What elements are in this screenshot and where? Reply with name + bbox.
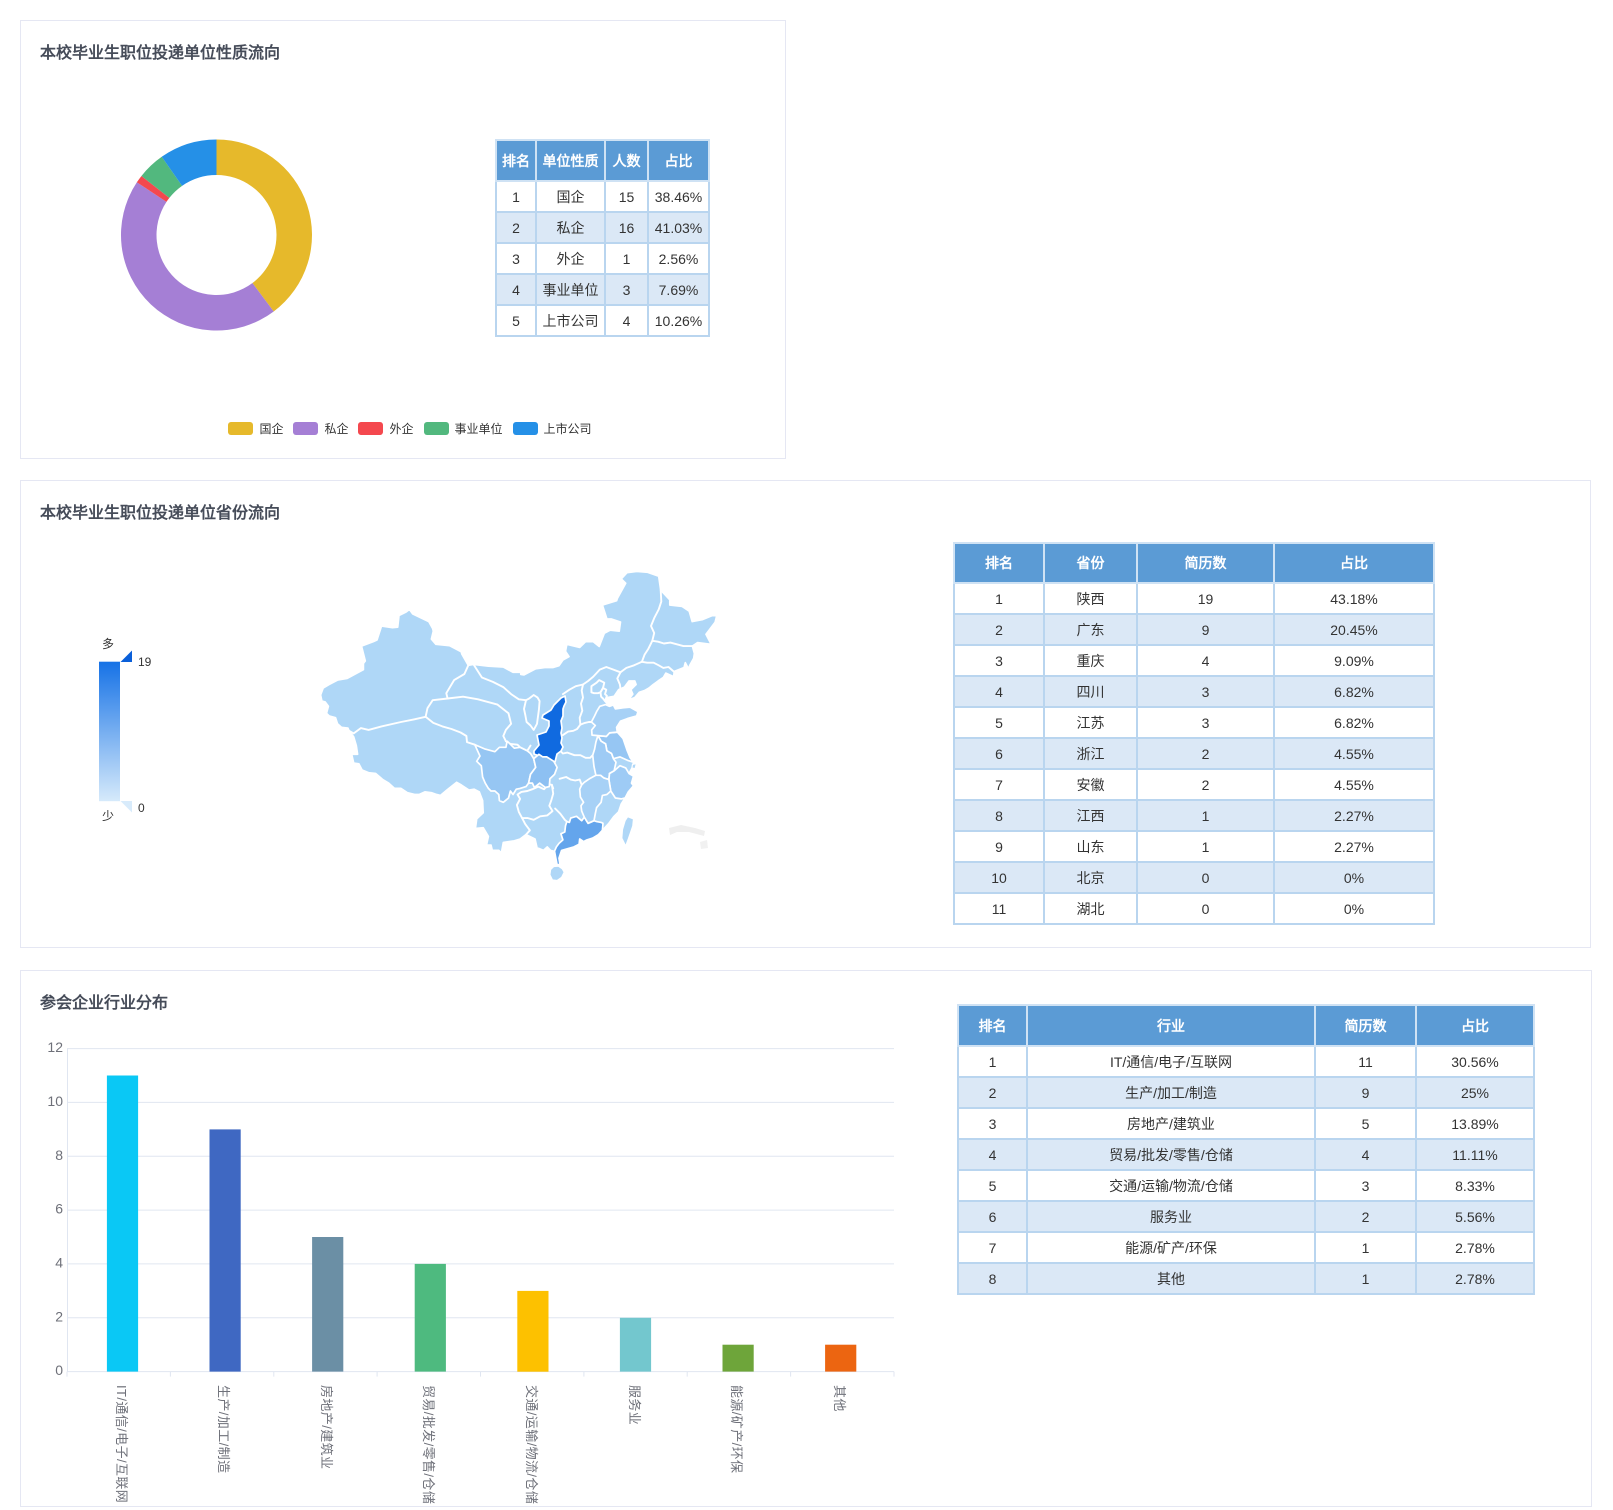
svg-text:0: 0 xyxy=(55,1362,63,1378)
svg-text:2: 2 xyxy=(55,1308,63,1324)
svg-text:0: 0 xyxy=(138,801,145,815)
svg-text:12: 12 xyxy=(47,1039,63,1055)
svg-text:8: 8 xyxy=(55,1147,63,1163)
svg-text:6: 6 xyxy=(55,1201,63,1217)
svg-text:4: 4 xyxy=(55,1254,63,1270)
svg-text:19: 19 xyxy=(138,655,152,669)
svg-text:多: 多 xyxy=(102,637,114,651)
svg-text:10: 10 xyxy=(47,1093,63,1109)
svg-text:少: 少 xyxy=(102,809,114,821)
